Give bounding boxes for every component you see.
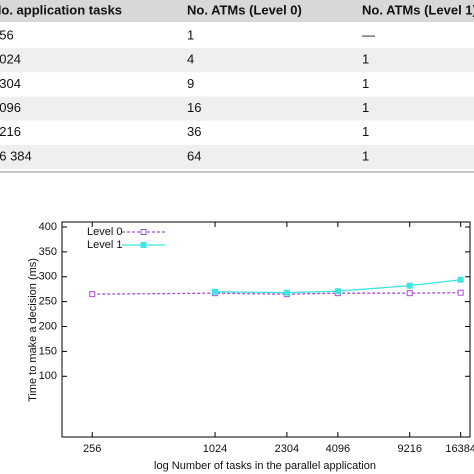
table-cell: 1 [187, 27, 194, 42]
y-tick-label: 350 [39, 246, 57, 258]
table-cell: 1 [362, 52, 369, 67]
table-row-bg [0, 48, 474, 73]
legend-label: Level 0 [87, 226, 122, 238]
table-rows-bg [0, 48, 474, 169]
table-cell: 1 [362, 148, 369, 163]
legend-marker [140, 229, 147, 235]
table-cell: 1024 [0, 52, 21, 67]
x-tick-label: 16384 [445, 443, 474, 455]
table-cell: 16 [187, 100, 201, 115]
y-tick-label: 100 [39, 370, 57, 382]
plot-frame [61, 221, 471, 438]
y-tick-label: 400 [39, 221, 57, 233]
table-header-cell: No. ATMs (Level 1) [362, 2, 474, 17]
table-row-bg [0, 145, 474, 169]
x-tick-label: 256 [83, 443, 101, 455]
data-point [212, 288, 219, 295]
data-point [406, 282, 413, 289]
table-cell: — [362, 27, 375, 42]
table-cell: 16 384 [0, 148, 32, 163]
table-row-bg [0, 96, 474, 121]
y-tick-label: 200 [39, 320, 57, 332]
table-cell: 256 [0, 27, 14, 42]
table-header-cell: No. application tasks [0, 2, 122, 17]
data-point [89, 291, 96, 298]
table-cell: 1 [362, 124, 369, 139]
table-cell: 9216 [0, 124, 21, 139]
x-tick-label: 2304 [275, 443, 299, 455]
y-tick-label: 150 [39, 345, 57, 357]
table-cell: 4 [187, 52, 194, 67]
data-point [334, 288, 341, 295]
data-point [283, 289, 290, 296]
table-header-cell: No. ATMs (Level 0) [187, 2, 302, 17]
table-header-bg [0, 0, 474, 22]
table-cell: 64 [187, 148, 201, 163]
y-axis-label: Time to make a decision (ms) [27, 258, 39, 402]
table-cell: 1 [362, 76, 369, 91]
y-tick-label: 250 [39, 296, 57, 308]
table-cell: 1 [362, 100, 369, 115]
table-cell: 36 [187, 124, 201, 139]
x-tick-label: 1024 [203, 443, 227, 455]
table-cell: 2304 [0, 76, 21, 91]
table-cell: 4096 [0, 100, 21, 115]
y-tick-label: 300 [39, 271, 57, 283]
legend-marker [140, 242, 147, 248]
table-cell: 9 [187, 76, 194, 91]
x-axis-label: log Number of tasks in the parallel appl… [154, 460, 376, 472]
series-line [92, 292, 461, 295]
data-point [457, 289, 464, 296]
data-point [457, 276, 464, 283]
x-tick-label: 9216 [397, 443, 421, 455]
x-tick-label: 4096 [326, 443, 350, 455]
data-point [406, 290, 413, 297]
legend-label: Level 1 [87, 239, 122, 251]
